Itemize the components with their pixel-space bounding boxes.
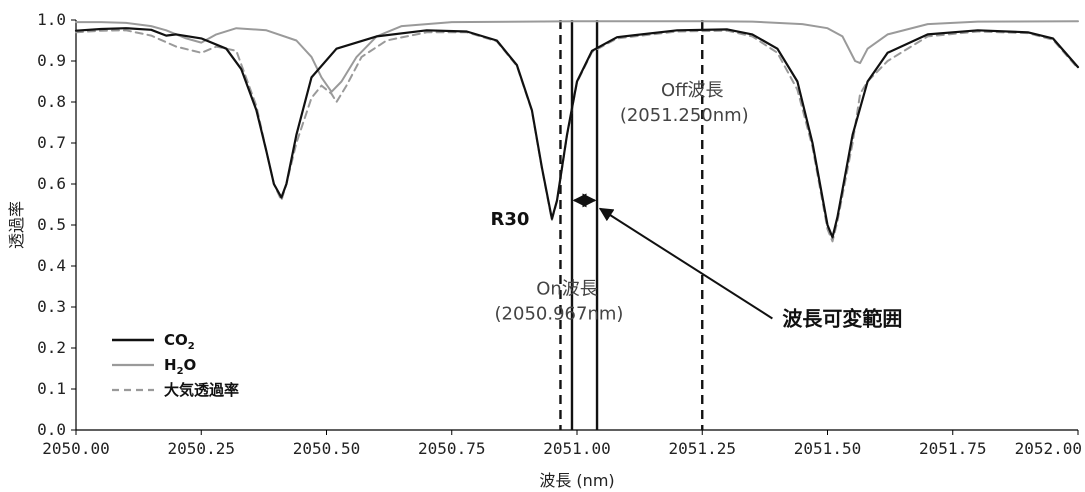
x-tick-label: 2050.50 <box>293 439 360 458</box>
range-pointer-arrow <box>598 207 773 320</box>
off-wavelength-value: (2051.250nm) <box>620 105 749 126</box>
tunable-range-label: 波長可変範囲 <box>782 306 902 330</box>
series-line-2 <box>75 29 1079 243</box>
legend-label-1: H2O <box>164 356 196 377</box>
x-tick-label: 2051.25 <box>669 439 736 458</box>
axes-layer: 0.0 0.1 0.2 0.3 0.4 0.5 0.6 0.7 0.8 0.9 1.0 2050.00… <box>7 10 1082 490</box>
x-axis-title: 波長 (nm) <box>539 471 614 490</box>
on-wavelength-label: On波長 <box>536 279 598 300</box>
off-wavelength-label: Off波長 <box>661 80 724 101</box>
legend-layer: CO2 H2O 大気透過率 <box>112 331 239 399</box>
x-tick-label: 2050.00 <box>42 439 109 458</box>
on-wavelength-value: (2050.967nm) <box>495 304 624 325</box>
y-tick-label: 0.4 <box>37 256 66 275</box>
y-axis-title: 透過率 <box>7 201 26 249</box>
y-tick-label: 0.3 <box>37 297 66 316</box>
series-layer <box>74 20 1080 243</box>
y-tick-label: 0.1 <box>37 379 66 398</box>
y-tick-label: 0.0 <box>37 420 66 439</box>
y-tick-label: 0.7 <box>37 133 66 152</box>
series-line-1 <box>75 20 1079 93</box>
x-tick-label: 2052.00 <box>1015 439 1082 458</box>
y-tick-label: 0.9 <box>37 51 66 70</box>
x-tick-label: 2051.00 <box>543 439 610 458</box>
x-tick-label: 2051.75 <box>919 439 986 458</box>
y-tick-label: 0.8 <box>37 92 66 111</box>
vertical-lines-layer <box>559 20 704 430</box>
legend-label-0: CO2 <box>164 331 195 352</box>
annotations-layer: R30 On波長 (2050.967nm) Off波長 (2051.250nm) 波長可変… <box>490 80 902 331</box>
y-tick-label: 0.2 <box>37 338 66 357</box>
series-line-0 <box>74 27 1080 239</box>
y-tick-label: 1.0 <box>37 10 66 29</box>
x-tick-label: 2050.75 <box>418 439 485 458</box>
legend-label-2: 大気透過率 <box>164 381 239 399</box>
r30-label: R30 <box>490 209 529 230</box>
y-tick-label: 0.6 <box>37 174 66 193</box>
x-tick-label: 2050.25 <box>168 439 235 458</box>
x-tick-label: 2051.50 <box>794 439 861 458</box>
y-tick-label: 0.5 <box>37 215 66 234</box>
